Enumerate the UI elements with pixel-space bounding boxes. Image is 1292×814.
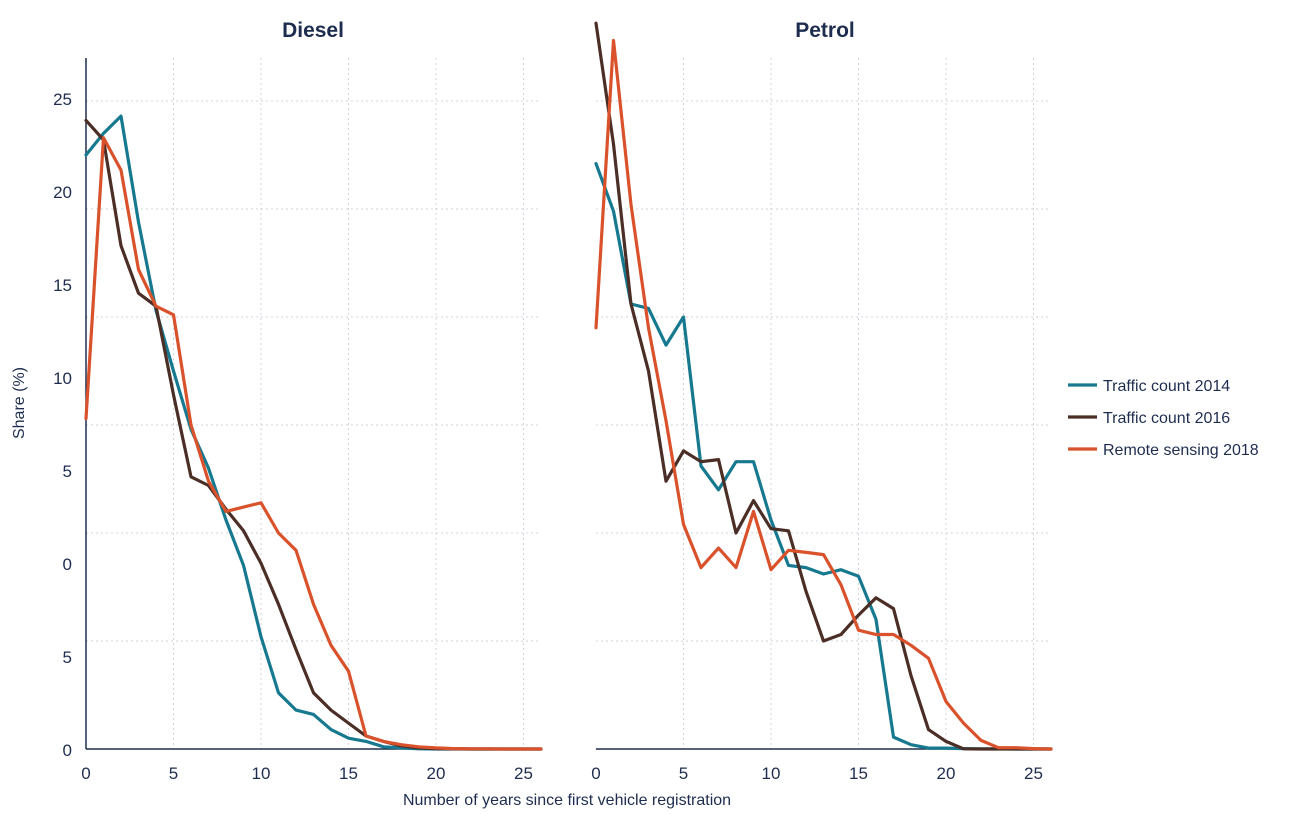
x-tick-label: 5 [679,764,688,783]
legend: Traffic count 2014 Traffic count 2016 Re… [1068,378,1259,459]
y-axis-label: Share (%) [11,367,28,439]
panel-petrol: 0 5 10 15 20 25 [591,21,1053,783]
legend-item-traffic-2016: Traffic count 2016 [1068,410,1230,427]
panel-title-diesel: Diesel [282,19,344,42]
series-line-remote-sensing-2018 [594,38,1053,751]
y-tick-label: 10 [53,369,72,388]
series-line-remote-sensing-2018 [84,136,543,751]
y-tick-label: 15 [53,276,72,295]
panel-title-petrol: Petrol [795,19,855,42]
y-tick-label: 5 [63,648,72,667]
legend-label: Traffic count 2014 [1103,378,1230,395]
y-tick-label: 25 [53,90,72,109]
x-tick-label: 0 [591,764,600,783]
x-tick-label: 25 [514,764,533,783]
x-tick-label: 20 [427,764,446,783]
x-tick-label: 25 [1024,764,1043,783]
x-tick-label: 15 [339,764,358,783]
series-line-traffic-count-2016 [594,21,1053,751]
legend-item-remote-2018: Remote sensing 2018 [1068,442,1259,459]
y-tick-label: 0 [63,555,72,574]
legend-label: Remote sensing 2018 [1103,442,1259,459]
x-axis-label: Number of years since first vehicle regi… [403,792,731,809]
x-tick-label: 0 [81,764,90,783]
x-tick-label: 10 [762,764,781,783]
y-tick-label: 20 [53,183,72,202]
legend-item-traffic-2014: Traffic count 2014 [1068,378,1230,395]
x-tick-label: 20 [937,764,956,783]
x-tick-label: 15 [849,764,868,783]
x-tick-label: 10 [252,764,271,783]
panel-diesel: 0 5 10 15 20 25 [81,58,543,783]
plot-area: 0 5 10 15 20 25 0 5 10 15 20 25 [81,21,1053,783]
series-line-traffic-count-2014 [84,114,543,751]
y-tick-labels: 0 5 0 5 10 15 20 25 [53,90,72,760]
y-tick-label: 0 [63,741,72,760]
series-line-traffic-count-2014 [594,162,1053,751]
legend-label: Traffic count 2016 [1103,410,1230,427]
x-tick-label: 5 [169,764,178,783]
y-tick-label: 5 [63,462,72,481]
series-line-traffic-count-2016 [84,118,543,751]
